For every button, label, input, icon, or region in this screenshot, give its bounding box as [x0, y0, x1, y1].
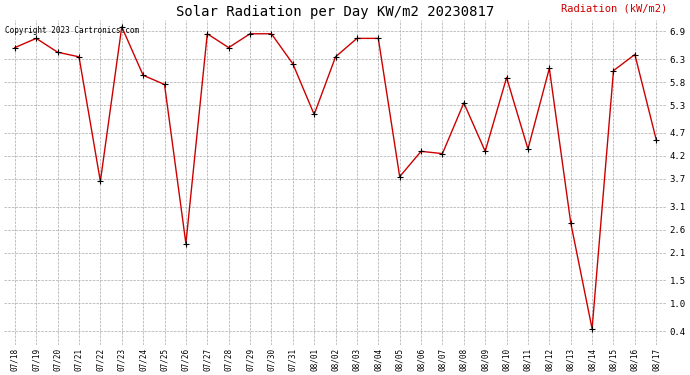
- Text: Copyright 2023 Cartronics.com: Copyright 2023 Cartronics.com: [6, 27, 139, 36]
- Text: Radiation (kW/m2): Radiation (kW/m2): [561, 3, 667, 13]
- Title: Solar Radiation per Day KW/m2 20230817: Solar Radiation per Day KW/m2 20230817: [177, 5, 495, 19]
